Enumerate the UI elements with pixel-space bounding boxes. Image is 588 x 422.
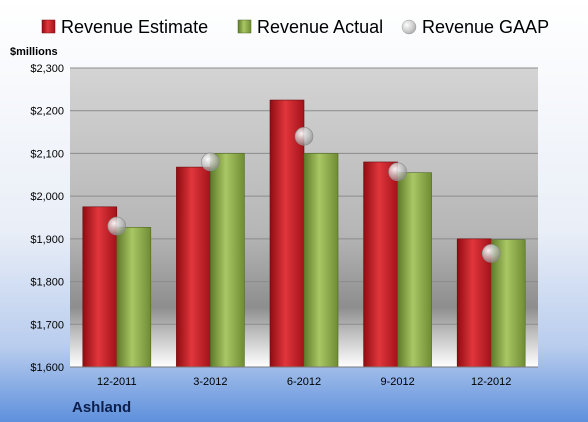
legend-item-actual: Revenue Actual (237, 17, 383, 37)
legend-label-gaap: Revenue GAAP (422, 17, 549, 37)
legend-swatch-estimate (41, 19, 56, 34)
y-tick-label: $1,600 (30, 362, 64, 374)
bar-revenue-estimate (363, 161, 398, 368)
bar-revenue-estimate (176, 166, 211, 368)
legend-swatch-actual (237, 19, 252, 34)
y-tick-label: $2,200 (30, 106, 64, 118)
marker-revenue-gaap (201, 152, 220, 172)
legend-label-estimate: Revenue Estimate (61, 17, 208, 37)
legend-label-actual: Revenue Actual (257, 17, 383, 37)
x-tick-label: 12-2012 (471, 376, 511, 388)
x-tick-label: 12-2011 (97, 376, 137, 388)
marker-revenue-gaap (388, 162, 407, 182)
gaap-markers (107, 127, 501, 263)
bar-revenue-actual (116, 227, 152, 368)
marker-revenue-gaap (481, 244, 501, 263)
y-tick-label: $2,000 (30, 191, 64, 203)
bar-revenue-actual (210, 153, 245, 368)
y-tick-label: $2,300 (30, 63, 64, 75)
company-name: Ashland (72, 399, 131, 416)
y-tick-label: $1,700 (30, 319, 64, 331)
legend-swatch-gaap (401, 19, 417, 35)
marker-revenue-gaap (107, 216, 127, 236)
y-tick-label: $2,100 (30, 148, 64, 160)
marker-revenue-gaap (294, 127, 314, 146)
y-tick-label: $1,800 (30, 277, 64, 289)
y-tick-label: $1,900 (30, 234, 64, 246)
legend: Revenue Estimate Revenue Actual Revenue … (41, 17, 549, 37)
y-axis-ticks: $1,600 $1,700 $1,800 $1,900 $2,000 $2,100 $2,2… (30, 63, 64, 374)
y-axis-unit-label: $millions (10, 46, 58, 58)
bar-revenue-actual (303, 153, 339, 368)
x-tick-label: 3-2012 (193, 376, 227, 388)
bars (82, 99, 526, 368)
bar-revenue-estimate (269, 99, 305, 368)
legend-item-gaap: Revenue GAAP (401, 17, 549, 37)
legend-item-estimate: Revenue Estimate (41, 17, 208, 37)
x-tick-label: 9-2012 (380, 376, 414, 388)
bar-revenue-actual (490, 239, 526, 368)
bar-revenue-estimate (82, 206, 118, 368)
x-tick-label: 6-2012 (287, 376, 321, 388)
bar-revenue-actual (397, 172, 432, 368)
x-axis-ticks: 12-2011 3-2012 6-2012 9-2012 12-2012 (97, 376, 511, 388)
